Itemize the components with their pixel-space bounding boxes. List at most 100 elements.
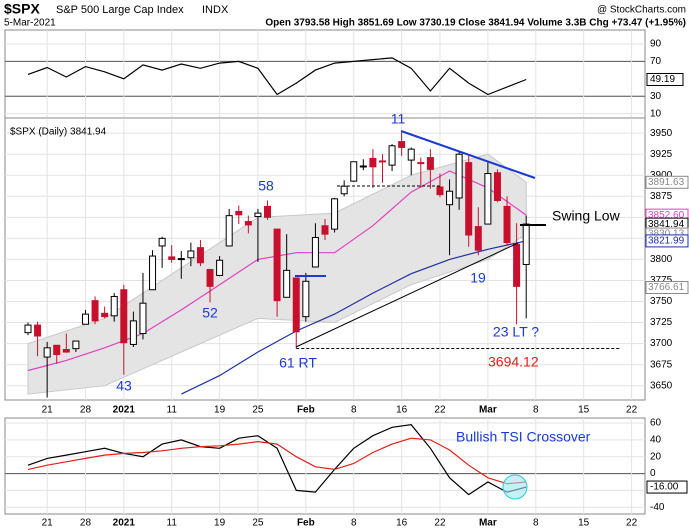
candle-body (484, 173, 492, 225)
wave-label: 23 LT ? (493, 324, 539, 340)
y-tick-label: 20 (650, 451, 662, 462)
y-tick-label: 3875 (650, 191, 673, 202)
series-line (27, 424, 527, 496)
x-tick-label: Mar (479, 518, 497, 529)
price-label: 3766.61 (648, 282, 685, 293)
x-tick-label: 8 (351, 405, 357, 416)
price-label-box (645, 175, 689, 189)
price-label: 3852.60 (648, 210, 685, 221)
candle-body (43, 347, 51, 358)
y-tick-label: 30 (650, 91, 662, 102)
candle-body (378, 160, 386, 163)
candle-body (465, 162, 473, 236)
y-tick-label: 3750 (650, 296, 673, 307)
x-tick-label: 2021 (113, 518, 136, 529)
x-tick-label: 11 (167, 518, 178, 529)
candle-body (398, 141, 406, 148)
x-tick-label: 8 (351, 518, 357, 529)
candle-body (340, 185, 348, 195)
support-label: 3694.12 (488, 353, 539, 369)
symbol: $SPX (4, 1, 40, 17)
candle-body (369, 157, 377, 168)
quote: Open 3793.58 High 3851.69 Low 3730.19 Cl… (265, 18, 686, 29)
candle-body (455, 153, 463, 199)
candle-body (62, 348, 70, 353)
candle-body (311, 237, 319, 268)
y-tick-label: 0 (650, 468, 656, 479)
candle-body (359, 165, 367, 168)
x-tick-label: 19 (214, 518, 226, 529)
candle-body (72, 340, 80, 350)
trend-line (295, 242, 519, 348)
y-tick-label: 3925 (650, 149, 673, 160)
price-label: 3830.13 (648, 229, 685, 240)
x-tick-label: 15 (578, 405, 590, 416)
series-line (27, 437, 527, 485)
candle-body (292, 277, 300, 333)
y-tick-label: 60 (650, 418, 662, 429)
candle-body (426, 157, 434, 170)
x-tick-label: 15 (578, 518, 590, 529)
candle-body (446, 190, 454, 206)
candle-body (101, 312, 109, 318)
tsi-annotation: Bullish TSI Crossover (456, 429, 591, 445)
y-tick-label: 3950 (650, 128, 673, 139)
candle-body (513, 243, 521, 287)
wave-label: 58 (258, 178, 274, 194)
legend: $SPX (Daily) 3841.94 (10, 127, 107, 138)
candle-body (417, 162, 425, 165)
x-tick-label: Mar (479, 405, 497, 416)
last-value-label: 49.19 (650, 74, 675, 85)
x-tick-label: 22 (434, 405, 446, 416)
y-tick-label: 3900 (650, 170, 673, 181)
candle-body (388, 145, 396, 166)
candle-body (206, 269, 214, 287)
wave-label: 19 (470, 270, 486, 286)
x-tick-label: 19 (214, 405, 226, 416)
x-tick-label: 21 (42, 518, 54, 529)
y-tick-label: 3800 (650, 254, 673, 265)
candle-body (331, 198, 339, 230)
candle-body (129, 320, 137, 345)
panel-frame (4, 417, 646, 515)
price-label: 3891.63 (648, 177, 685, 188)
candle-body (302, 280, 310, 318)
wave-label: 61 RT (279, 355, 317, 371)
candle-body (196, 247, 204, 264)
x-tick-label: 2021 (113, 405, 136, 416)
candle-body (436, 186, 444, 196)
candle-body (34, 324, 42, 337)
candle-body (91, 300, 99, 322)
exchange: INDX (202, 4, 229, 16)
candle-body (53, 344, 61, 356)
candle-body (216, 259, 224, 276)
resistance-line (400, 130, 536, 179)
date: 5-Mar-2021 (4, 18, 56, 29)
y-tick-label: -40 (650, 502, 665, 513)
x-tick-label: Feb (297, 405, 315, 416)
x-tick-label: 8 (533, 518, 539, 529)
candle-body (522, 223, 530, 265)
y-tick-label: 90 (650, 39, 662, 50)
candle-body (81, 313, 89, 325)
y-tick-label: 3725 (650, 317, 673, 328)
x-tick-label: 16 (396, 518, 408, 529)
candle-body (503, 205, 511, 244)
x-tick-label: 22 (626, 518, 638, 529)
last-value-box (646, 480, 688, 494)
candle-body (225, 215, 233, 247)
index-name: S&P 500 Large Cap Index (56, 4, 184, 16)
x-tick-label: 16 (396, 405, 408, 416)
candle-body (474, 226, 482, 251)
series-line (27, 57, 527, 96)
y-tick-label: 3775 (650, 275, 673, 286)
candle-body (177, 258, 185, 261)
candle-body (24, 324, 32, 334)
panels: 90 70 30 10 49.19 3650 3675 3700 3725 3750 3775 380… (4, 29, 689, 529)
y-tick-label: 3675 (650, 359, 673, 370)
y-tick-label: 70 (650, 56, 662, 67)
y-tick-label: 3650 (650, 380, 673, 391)
crossover-marker (502, 474, 528, 500)
candle-body (350, 161, 358, 182)
